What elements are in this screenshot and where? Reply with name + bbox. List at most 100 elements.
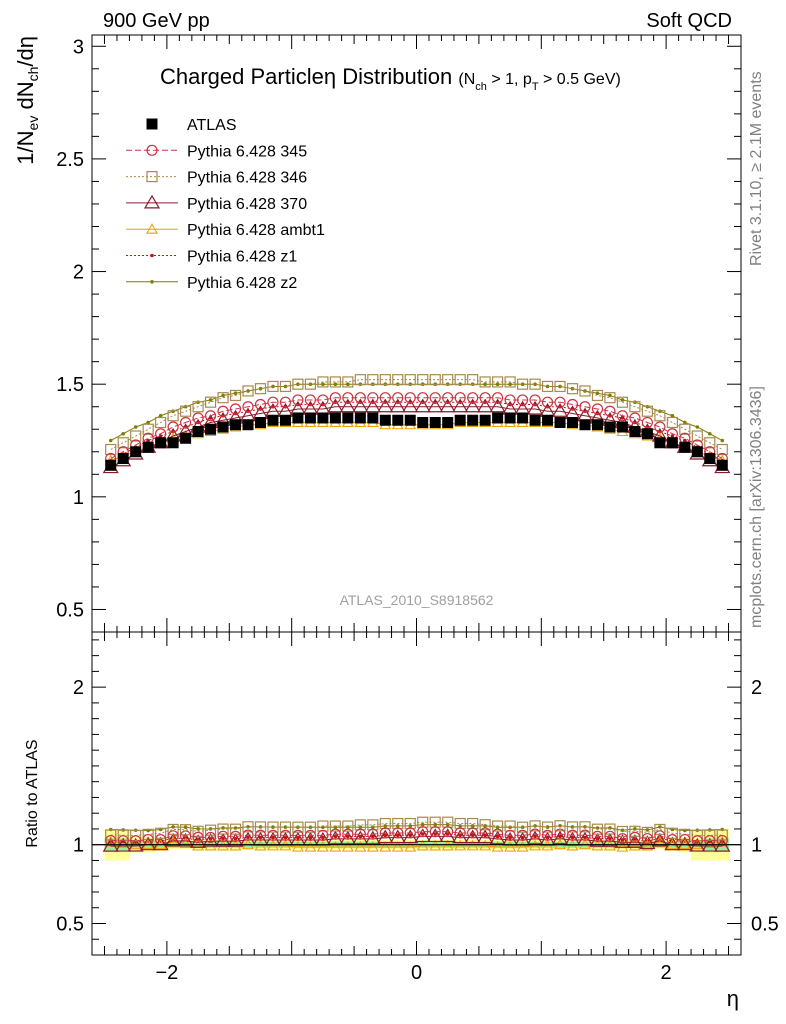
point-3-36 — [551, 403, 569, 417]
point-6-13 — [271, 384, 275, 389]
ratio-point-1-29 — [467, 827, 479, 839]
ratio-point-1-20 — [354, 828, 366, 840]
point-1-10 — [229, 403, 242, 415]
point-2-30 — [479, 376, 491, 388]
ratio-point-1-27 — [442, 826, 454, 838]
point-2-45 — [666, 416, 678, 429]
point-1-7 — [192, 412, 204, 424]
legend-label: Pythia 6.428 345 — [187, 143, 307, 160]
point-6-47 — [695, 425, 700, 429]
ratio-point-6-6 — [183, 825, 188, 830]
ratio-point-5-30 — [483, 833, 487, 838]
point-2-26 — [429, 374, 441, 386]
ratio-point-6-22 — [383, 824, 388, 828]
y-axis-label: 1/Nev dNch/dη — [13, 36, 41, 165]
point-2-48 — [704, 437, 716, 449]
ratio-point-4-20 — [354, 840, 367, 852]
ratio-point-4-17 — [316, 840, 329, 852]
ratio-point-1-0 — [105, 834, 117, 847]
ratio-point-4-18 — [329, 840, 342, 852]
ratio-point-1-44 — [654, 830, 666, 842]
ratio-point-5-11 — [246, 835, 250, 840]
ratio-point-5-36 — [558, 834, 562, 839]
atlas-point-39 — [591, 419, 603, 431]
point-2-10 — [229, 389, 242, 402]
ratio-point-5-17 — [321, 835, 325, 840]
legend-label: Pythia 6.428 z2 — [187, 275, 297, 292]
ratio-point-4-25 — [416, 839, 429, 851]
point-3-25 — [414, 398, 431, 413]
ratio-point-2-42 — [629, 825, 641, 837]
ratio-point-1-21 — [367, 828, 379, 840]
point-2-2 — [130, 430, 142, 442]
atlas-point-14 — [279, 414, 291, 426]
atlas-point-13 — [267, 414, 279, 426]
ratio-point-2-41 — [616, 825, 629, 838]
point-6-32 — [508, 382, 512, 386]
ratio-point-2-44 — [654, 823, 666, 836]
series-line-6 — [110, 383, 723, 441]
point-3-26 — [427, 398, 444, 413]
ratio-point-6-35 — [545, 825, 550, 829]
ratio-point-6-11 — [246, 825, 250, 829]
ratio-point-1-23 — [392, 827, 404, 839]
ratio-point-2-30 — [479, 819, 491, 831]
ratio-line-6 — [110, 824, 723, 832]
atlas-point-7 — [192, 425, 204, 437]
atlas-point-35 — [542, 414, 554, 426]
atlas-point-36 — [554, 416, 566, 428]
point-6-8 — [208, 398, 213, 402]
point-2-18 — [329, 376, 341, 388]
point-1-43 — [641, 416, 653, 429]
ratio-point-6-44 — [658, 825, 662, 829]
ratio-point-1-9 — [217, 830, 229, 842]
point-2-17 — [317, 376, 329, 388]
ratio-point-1-33 — [516, 829, 529, 841]
ratio-point-5-22 — [383, 833, 388, 838]
ratio-point-6-21 — [371, 825, 375, 830]
atlas-point-16 — [304, 412, 316, 424]
ratio-point-6-20 — [358, 825, 363, 830]
ratio-point-4-28 — [454, 839, 467, 851]
ratio-point-2-40 — [604, 823, 616, 835]
point-6-2 — [133, 425, 138, 429]
ratio-point-4-34 — [529, 839, 542, 851]
ratio-frame — [91, 631, 742, 956]
ratio-point-4-26 — [429, 839, 442, 851]
point-1-26 — [429, 392, 441, 404]
point-2-6 — [180, 405, 192, 417]
point-2-32 — [504, 376, 516, 388]
ratio-point-1-17 — [317, 829, 329, 841]
ratio-point-1-1 — [117, 835, 129, 847]
point-1-41 — [616, 410, 629, 422]
ratio-y-tick-label: 2 — [73, 677, 84, 699]
point-1-18 — [329, 392, 341, 404]
ratio-point-4-10 — [229, 839, 242, 851]
ratio-point-5-12 — [258, 835, 263, 840]
ratio-point-2-2 — [130, 829, 142, 842]
ratio-point-5-27 — [445, 832, 450, 836]
ratio-point-2-31 — [492, 820, 504, 832]
atlas-point-5 — [167, 437, 179, 449]
ratio-point-2-12 — [254, 821, 267, 833]
point-6-41 — [620, 398, 625, 402]
ratio-point-2-5 — [167, 823, 179, 836]
ratio-point-2-32 — [504, 820, 516, 832]
point-3-19 — [339, 398, 356, 413]
atlas-point-10 — [230, 419, 242, 431]
ratio-point-2-43 — [641, 826, 653, 838]
point-2-44 — [654, 410, 666, 422]
point-1-9 — [217, 405, 229, 417]
atlas-point-2 — [130, 446, 142, 458]
point-1-13 — [267, 396, 279, 408]
legend-marker-2 — [146, 171, 158, 183]
ratio-point-1-13 — [267, 829, 279, 841]
ratio-point-1-25 — [417, 826, 429, 838]
ratio-point-4-19 — [341, 840, 354, 852]
atlas-point-25 — [417, 416, 429, 428]
atlas-point-22 — [379, 414, 391, 426]
point-2-33 — [516, 378, 529, 390]
atlas-point-46 — [679, 441, 691, 453]
ratio-point-4-8 — [204, 839, 217, 851]
point-2-1 — [117, 437, 129, 449]
